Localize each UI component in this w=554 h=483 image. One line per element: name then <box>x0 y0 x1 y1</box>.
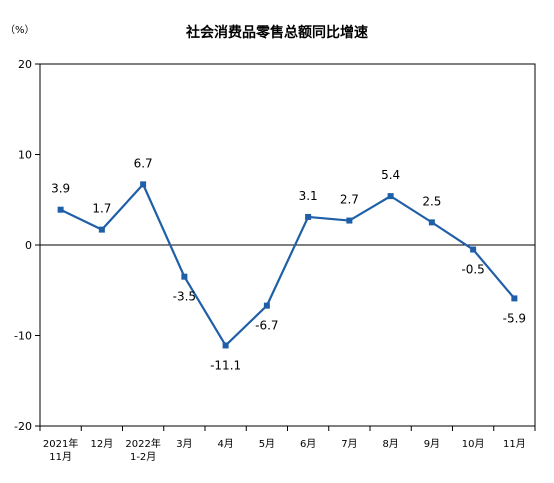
x-tick-label-line: 3月 <box>176 438 192 450</box>
data-point-marker <box>57 206 64 213</box>
data-label: -0.5 <box>461 263 484 277</box>
x-tick-label: 8月 <box>382 438 398 450</box>
x-tick-label-line: 2021年 <box>43 437 78 450</box>
x-tick-label: 2022年 1-2月 <box>125 437 160 463</box>
x-tick-label-line: 5月 <box>259 438 275 450</box>
chart-title: 社会消费品零售总额同比增速 <box>185 24 368 41</box>
data-label: 5.4 <box>381 168 400 182</box>
x-tick-label: 2021年 11月 <box>43 437 78 463</box>
data-point-marker <box>470 246 477 253</box>
data-point-marker <box>305 213 312 220</box>
x-tick-label-line: 11月 <box>503 438 526 450</box>
data-point-marker <box>181 273 188 280</box>
y-tick-label: -10 <box>14 330 32 343</box>
x-tick-label: 3月 <box>176 438 192 450</box>
x-tick-label: 10月 <box>462 438 485 450</box>
x-tick-label-line: 8月 <box>382 438 398 450</box>
data-point-marker <box>98 226 105 233</box>
data-label: 6.7 <box>134 156 153 170</box>
x-tick-label-line: 9月 <box>424 438 440 450</box>
x-tick-label: 4月 <box>217 438 233 450</box>
x-tick-label-line: 6月 <box>300 438 316 450</box>
data-label: 2.5 <box>422 194 441 208</box>
series-line <box>60 183 516 347</box>
x-tick-label-line: 2022年 <box>125 437 160 450</box>
x-tick-label: 6月 <box>300 438 316 450</box>
x-tick-label-line: 1-2月 <box>130 451 156 463</box>
data-label: -5.9 <box>503 311 526 325</box>
data-point-marker <box>428 219 435 226</box>
data-label: -11.1 <box>210 358 241 372</box>
data-point-marker <box>140 181 147 188</box>
series-layer <box>57 181 518 349</box>
y-axis: -20 -10 0 10 20 <box>14 58 535 433</box>
y-tick-label: 0 <box>25 239 32 252</box>
data-label: 3.1 <box>299 189 318 203</box>
y-tick-label: 10 <box>18 149 32 162</box>
x-tick-label: 12月 <box>91 438 114 450</box>
data-point-marker <box>387 193 394 200</box>
x-tick-label-line: 7月 <box>341 438 357 450</box>
x-tick-label-line: 11月 <box>49 451 72 463</box>
data-label: 1.7 <box>92 202 111 216</box>
data-label-layer: 3.9 1.7 6.7 -3.5 -11.1 -6.7 3.1 2.7 5.4 2.5 -0.5 -5… <box>51 156 526 372</box>
x-tick-label: 7月 <box>341 438 357 450</box>
y-tick-label: -20 <box>14 420 32 433</box>
data-label: -6.7 <box>255 319 278 333</box>
y-unit-label: （%） <box>5 24 35 36</box>
x-tick-label: 9月 <box>424 438 440 450</box>
x-tick-label-line: 12月 <box>91 438 114 450</box>
data-label: 3.9 <box>51 182 70 196</box>
data-label: -3.5 <box>173 290 196 304</box>
data-point-marker <box>511 295 518 302</box>
x-tick-label: 5月 <box>259 438 275 450</box>
y-tick-label: 20 <box>18 58 32 71</box>
x-tick-label-line: 4月 <box>217 438 233 450</box>
x-tick-label-line: 10月 <box>462 438 485 450</box>
x-tick-label: 11月 <box>503 438 526 450</box>
data-point-marker <box>263 302 270 309</box>
data-label: 2.7 <box>340 193 359 207</box>
data-point-marker <box>346 217 353 224</box>
data-point-marker <box>222 342 229 349</box>
